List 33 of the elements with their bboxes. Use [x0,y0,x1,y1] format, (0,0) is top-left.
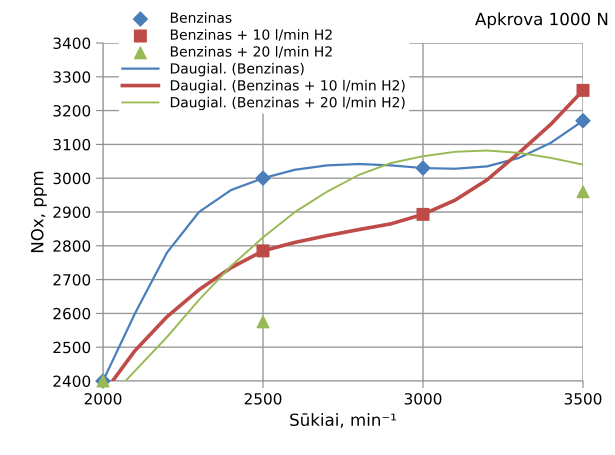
y-tick-label: 3000 [53,172,90,184]
y-tick-label: 3400 [53,37,90,50]
y-tick-label: 2400 [53,375,90,388]
legend-label: Daugial. (Benzinas + 10 l/min H2) [170,80,405,94]
y-tick-label: 2700 [53,274,90,286]
x-tick-label: 2000 [84,393,122,405]
legend-label: Benzinas + 10 l/min H2 [170,29,332,41]
x-axis-title: Sūkiai, min⁻¹ [290,413,396,428]
point [416,208,430,221]
legend-label: Benzinas [170,12,232,23]
point [255,170,271,186]
legend-label: Daugial. (Benzinas + 20 l/min H2) [170,96,405,110]
point [256,244,270,258]
y-tick-label: 3100 [53,138,90,150]
x-tick-label: 3000 [404,393,442,405]
x-tick-label: 2500 [244,393,282,405]
y-tick-label: 3200 [53,105,90,117]
y-axis-title: NOx, ppm [30,172,47,252]
y-tick-label: 2600 [53,308,90,320]
point [576,84,590,97]
y-tick-label: 2500 [53,342,90,354]
y-tick-label: 3300 [53,71,90,83]
point [576,185,590,198]
point [256,315,270,328]
chart-title: Apkrova 1000 N [475,12,608,29]
point [415,160,431,176]
y-tick-label: 2800 [53,240,90,252]
legend-label: Benzinas + 20 l/min H2 [170,46,332,58]
point [575,113,591,128]
y-tick-label: 2900 [53,206,90,218]
line-series [124,150,583,381]
x-tick-label: 3500 [564,393,602,405]
legend-label: Daugial. (Benzinas) [170,62,304,76]
